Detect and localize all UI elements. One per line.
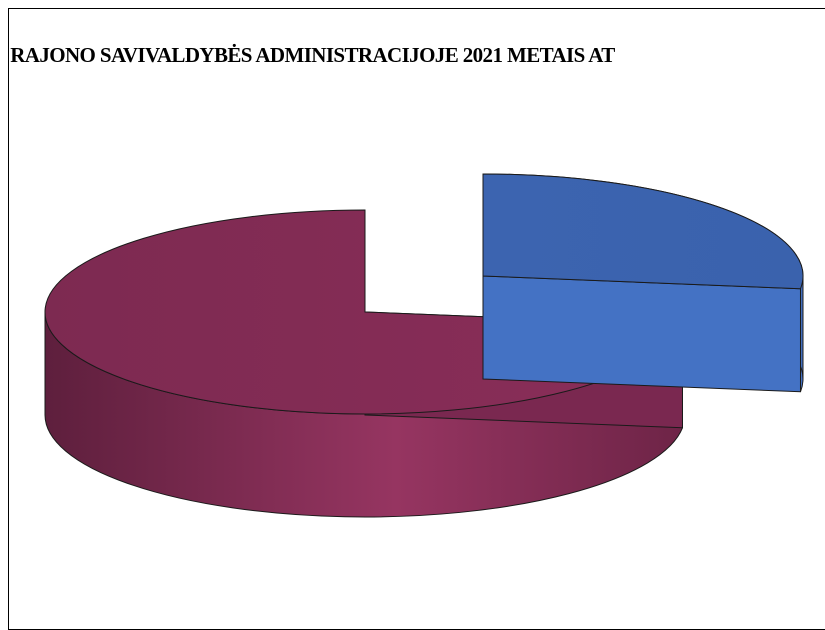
- chart-frame: Ų RAJONO SAVIVALDYBĖS ADMINISTRACIJOJE 2…: [8, 8, 825, 630]
- pie-slice-0: [482, 173, 804, 393]
- pie-slice-0-top: [482, 173, 804, 290]
- pie-chart: [44, 173, 804, 518]
- pie-slice-0-cut-face: [482, 275, 801, 393]
- chart-title: Ų RAJONO SAVIVALDYBĖS ADMINISTRACIJOJE 2…: [8, 43, 615, 67]
